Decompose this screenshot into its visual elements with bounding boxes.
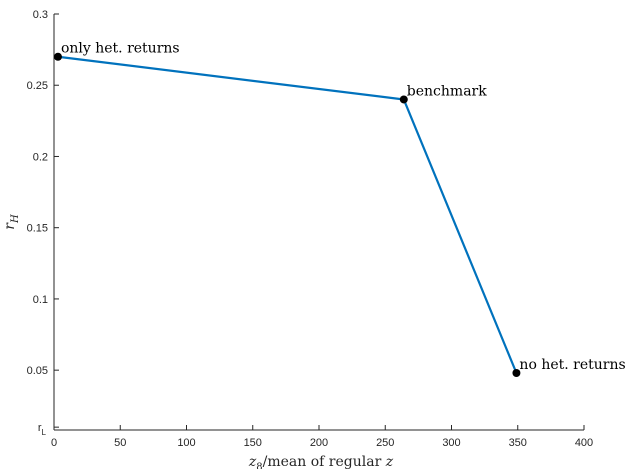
annotation-label: only het. returns bbox=[61, 41, 180, 57]
x-tick-label: 400 bbox=[575, 437, 593, 449]
axes: 0 50 100 150 200 250 300 350 400 0.05 0.1 0.15 0.2 0.… bbox=[2, 9, 593, 469]
data-point bbox=[399, 95, 408, 104]
x-tick-label: 350 bbox=[509, 437, 527, 449]
series-line bbox=[57, 55, 518, 374]
x-tick-label: 100 bbox=[177, 437, 195, 449]
x-tick-label: 0 bbox=[51, 437, 57, 449]
annotation-label: no het. returns bbox=[519, 357, 625, 373]
y-tick-label: 0.05 bbox=[27, 365, 48, 377]
x-tick-label: 200 bbox=[310, 437, 328, 449]
y-tick-label: 0.3 bbox=[33, 9, 48, 21]
y-tick-label-rl: rL bbox=[38, 422, 47, 437]
annotations: only het. returns benchmark no het. return… bbox=[61, 41, 626, 373]
annotation-label: benchmark bbox=[407, 83, 487, 99]
x-tick-label: 150 bbox=[244, 437, 262, 449]
data-point bbox=[53, 52, 62, 61]
series-layer bbox=[53, 52, 521, 378]
x-tick-label: 250 bbox=[376, 437, 394, 449]
y-tick-label: 0.15 bbox=[27, 223, 48, 235]
x-tick-label: 300 bbox=[442, 437, 460, 449]
y-tick-label: 0.1 bbox=[33, 294, 48, 306]
y-tick-label: 0.25 bbox=[27, 80, 48, 92]
data-point bbox=[512, 369, 521, 378]
x-tick-label: 50 bbox=[114, 437, 126, 449]
x-axis-title: z8/mean of regular z bbox=[248, 454, 394, 469]
y-tick-label: 0.2 bbox=[33, 151, 48, 163]
y-axis-title: rH bbox=[2, 214, 21, 230]
